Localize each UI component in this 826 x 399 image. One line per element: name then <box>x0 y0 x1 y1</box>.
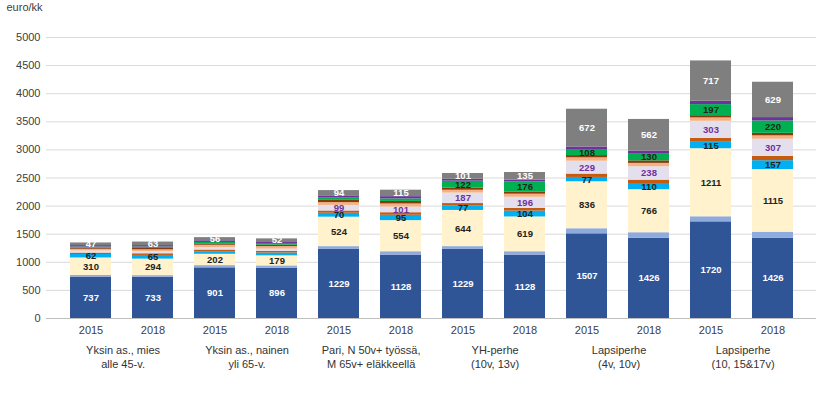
svg-text:108: 108 <box>579 147 595 158</box>
svg-text:554: 554 <box>393 230 410 241</box>
svg-text:122: 122 <box>455 178 471 190</box>
svg-text:176: 176 <box>517 181 533 192</box>
svg-text:2000: 2000 <box>16 200 40 212</box>
svg-text:1426: 1426 <box>638 272 659 283</box>
svg-text:101: 101 <box>455 170 472 181</box>
svg-text:110: 110 <box>641 181 656 192</box>
svg-text:104: 104 <box>517 208 534 219</box>
svg-text:1128: 1128 <box>391 281 412 292</box>
svg-text:1115: 1115 <box>763 195 784 206</box>
svg-text:Yksin as., miesalle 45-v.: Yksin as., miesalle 45-v. <box>86 344 160 370</box>
svg-text:2018: 2018 <box>389 324 413 336</box>
svg-text:717: 717 <box>703 75 719 86</box>
svg-text:4500: 4500 <box>16 59 40 71</box>
svg-text:619: 619 <box>517 228 533 239</box>
svg-text:562: 562 <box>641 129 657 140</box>
svg-text:5000: 5000 <box>16 31 40 43</box>
svg-text:179: 179 <box>269 255 285 266</box>
svg-text:1500: 1500 <box>16 228 40 240</box>
svg-text:1211: 1211 <box>701 177 722 188</box>
svg-text:2015: 2015 <box>79 324 103 336</box>
svg-text:3000: 3000 <box>16 143 40 155</box>
svg-text:1720: 1720 <box>700 264 721 275</box>
svg-text:187: 187 <box>455 192 471 203</box>
svg-text:2018: 2018 <box>637 324 661 336</box>
svg-text:2500: 2500 <box>16 172 40 184</box>
svg-text:1426: 1426 <box>762 272 783 283</box>
svg-text:99: 99 <box>334 202 345 213</box>
svg-text:3500: 3500 <box>16 115 40 127</box>
svg-text:70: 70 <box>333 209 345 221</box>
svg-text:1229: 1229 <box>452 278 473 289</box>
svg-text:2015: 2015 <box>327 324 351 336</box>
svg-text:47: 47 <box>86 238 97 249</box>
svg-text:157: 157 <box>765 159 781 170</box>
svg-text:Yksin as., nainenyli 65-v.: Yksin as., nainenyli 65-v. <box>205 344 289 370</box>
svg-text:115: 115 <box>703 140 719 151</box>
svg-text:672: 672 <box>579 122 595 133</box>
svg-text:901: 901 <box>207 287 224 298</box>
svg-text:197: 197 <box>703 104 719 115</box>
svg-text:202: 202 <box>207 254 223 265</box>
svg-text:2015: 2015 <box>699 324 723 336</box>
svg-text:629: 629 <box>765 94 781 105</box>
svg-text:733: 733 <box>145 292 161 303</box>
svg-text:115: 115 <box>393 187 409 198</box>
svg-text:644: 644 <box>455 223 472 234</box>
svg-text:2018: 2018 <box>265 324 289 336</box>
svg-text:220: 220 <box>765 121 781 132</box>
svg-text:2015: 2015 <box>203 324 227 336</box>
svg-text:238: 238 <box>641 167 657 178</box>
svg-text:77: 77 <box>582 174 593 185</box>
svg-text:500: 500 <box>22 284 40 296</box>
svg-text:196: 196 <box>517 197 533 208</box>
svg-text:2018: 2018 <box>141 324 165 336</box>
svg-text:303: 303 <box>703 124 719 135</box>
svg-text:135: 135 <box>517 170 534 181</box>
svg-text:1128: 1128 <box>515 281 536 292</box>
svg-text:4000: 4000 <box>16 87 40 99</box>
svg-text:Pari, N 50v+ työssä,M 65v+ elä: Pari, N 50v+ työssä,M 65v+ eläkkeellä <box>322 344 421 370</box>
svg-text:307: 307 <box>765 142 781 153</box>
svg-text:130: 130 <box>641 151 657 162</box>
svg-text:Lapsiperhe(10, 15&17v): Lapsiperhe(10, 15&17v) <box>712 344 775 370</box>
svg-text:310: 310 <box>83 261 99 272</box>
svg-text:0: 0 <box>34 312 40 324</box>
svg-text:737: 737 <box>83 292 99 303</box>
svg-text:2018: 2018 <box>513 324 537 336</box>
svg-text:56: 56 <box>210 233 221 244</box>
svg-text:836: 836 <box>579 199 595 210</box>
svg-text:524: 524 <box>331 226 348 237</box>
svg-text:2015: 2015 <box>575 324 599 336</box>
svg-text:1229: 1229 <box>328 278 349 289</box>
svg-text:229: 229 <box>579 162 595 173</box>
svg-text:1507: 1507 <box>576 270 597 281</box>
svg-text:1000: 1000 <box>16 256 40 268</box>
svg-text:766: 766 <box>641 205 657 216</box>
svg-text:52: 52 <box>272 234 283 245</box>
svg-text:94: 94 <box>334 187 345 198</box>
svg-text:2018: 2018 <box>761 324 785 336</box>
svg-text:65: 65 <box>148 251 159 262</box>
svg-text:euro/kk: euro/kk <box>7 1 44 13</box>
svg-text:63: 63 <box>148 238 159 249</box>
svg-text:Lapsiperhe(4v, 10v): Lapsiperhe(4v, 10v) <box>592 344 646 370</box>
svg-text:77: 77 <box>458 202 469 213</box>
svg-text:62: 62 <box>86 250 97 261</box>
svg-text:2015: 2015 <box>451 324 475 336</box>
svg-text:294: 294 <box>145 261 162 272</box>
svg-text:YH-perhe(10v, 13v): YH-perhe(10v, 13v) <box>471 344 519 370</box>
svg-text:896: 896 <box>269 287 285 298</box>
svg-text:95: 95 <box>395 212 407 223</box>
svg-text:101: 101 <box>393 204 410 215</box>
